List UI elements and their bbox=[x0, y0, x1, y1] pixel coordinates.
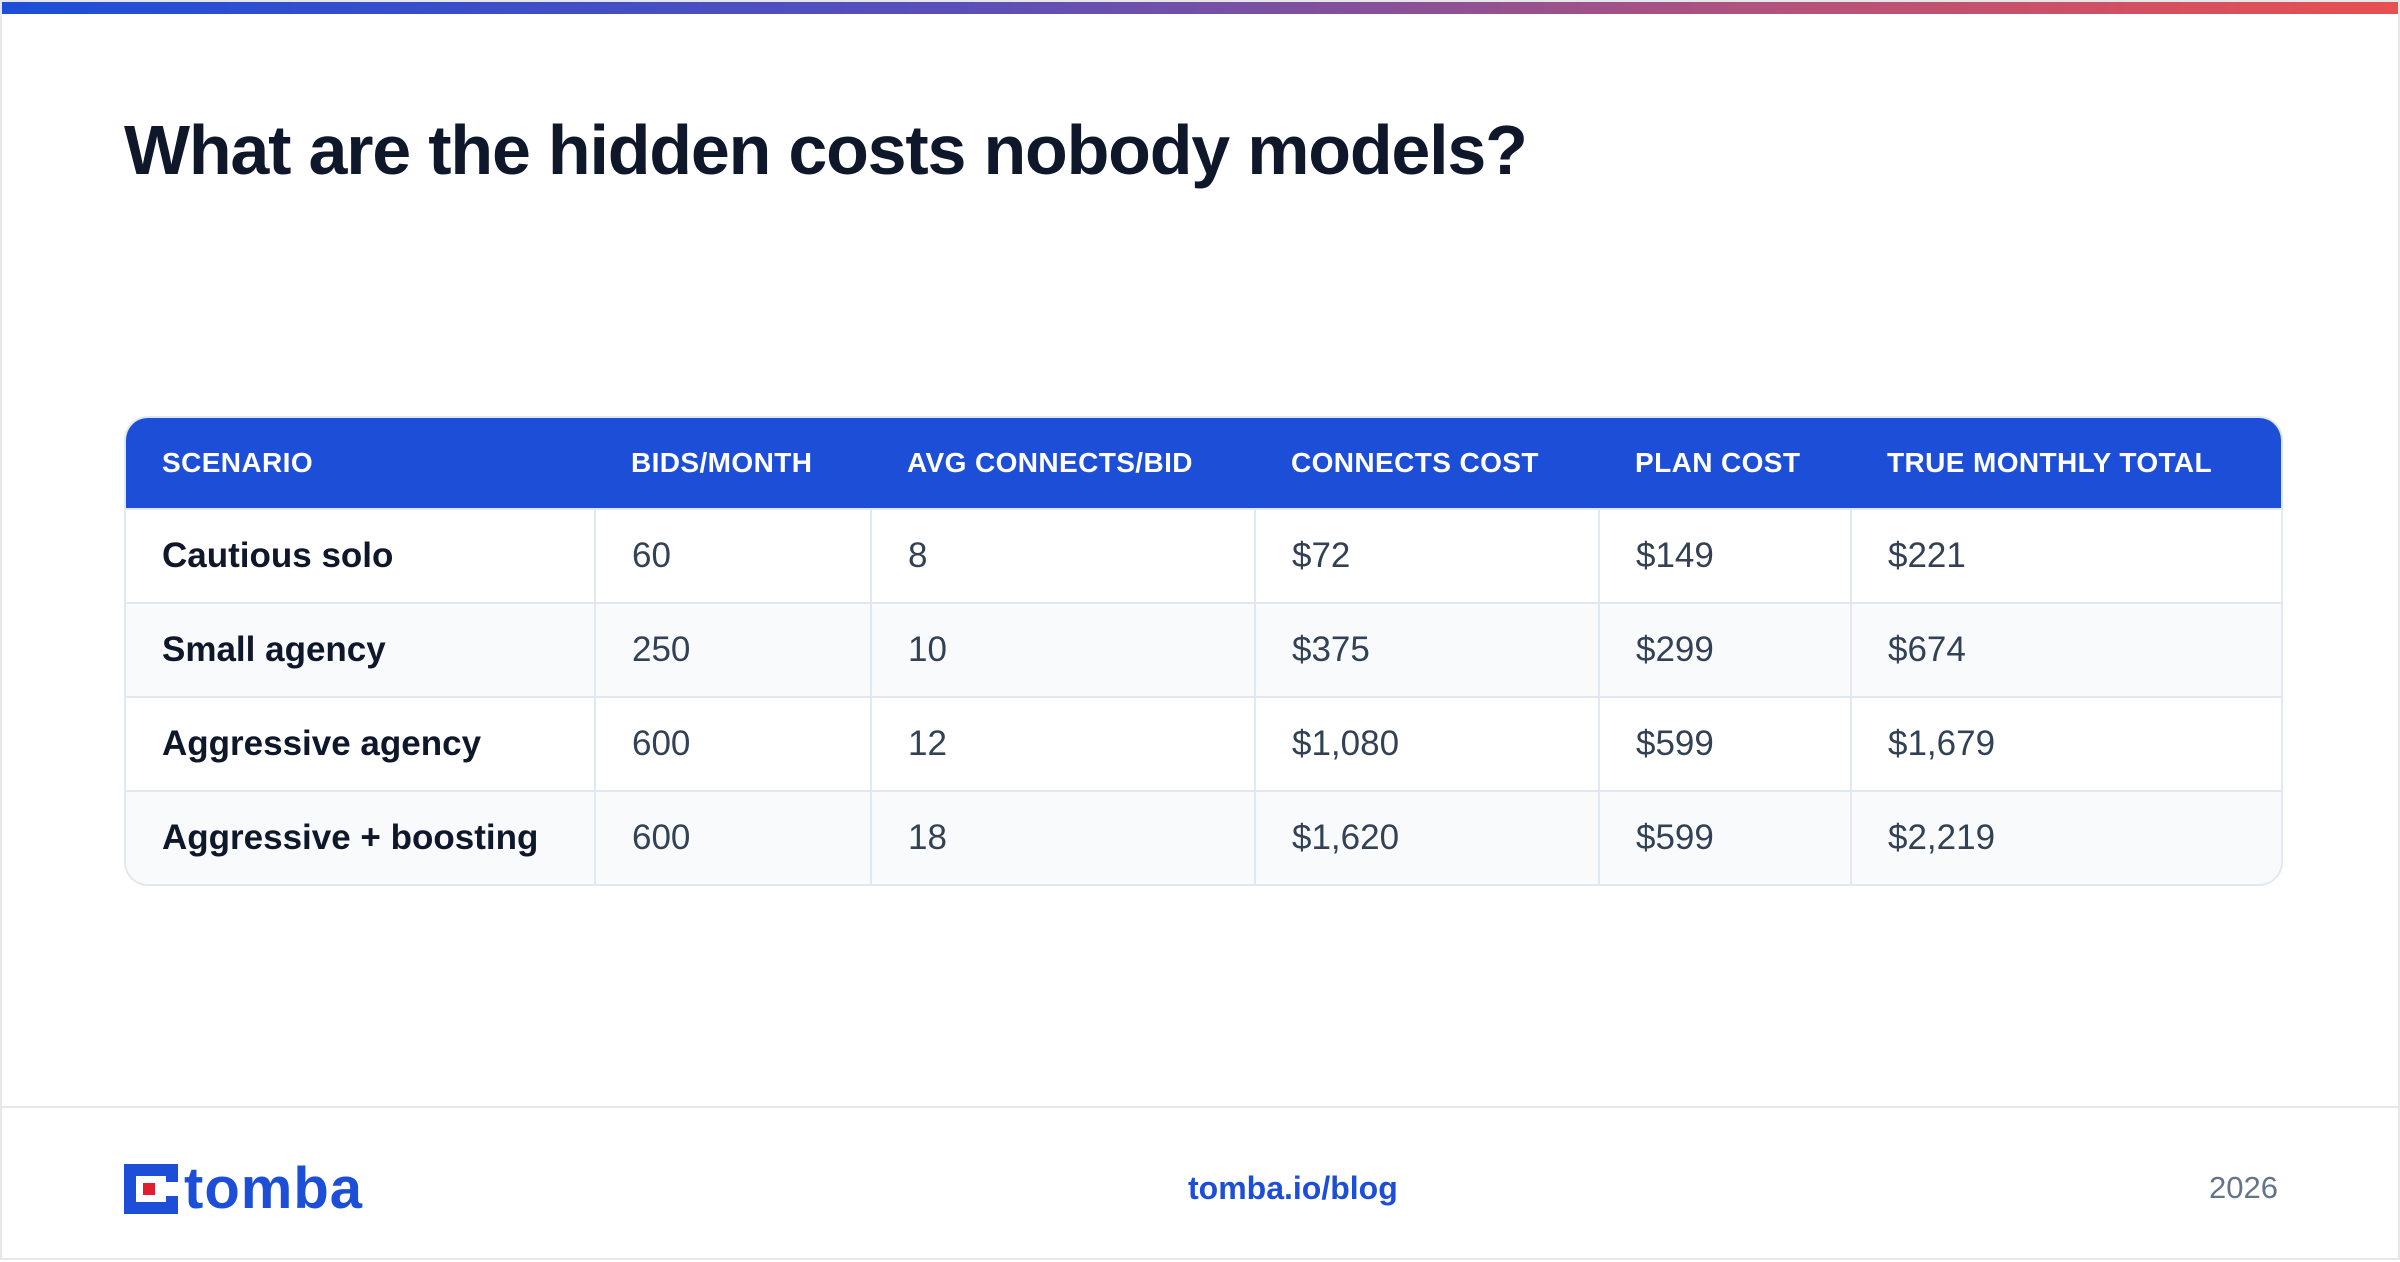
header-scenario: SCENARIO bbox=[162, 447, 313, 478]
cell-true-monthly-total: $1,679 bbox=[1850, 696, 2281, 791]
cell-connects-cost: $1,620 bbox=[1254, 790, 1599, 884]
cell-bids-month: 250 bbox=[594, 602, 871, 697]
cell-bids-month: 600 bbox=[594, 696, 871, 791]
cell-scenario: Small agency bbox=[126, 602, 595, 697]
cell-plan-cost: $149 bbox=[1598, 508, 1851, 603]
logo-text: tomba bbox=[184, 1156, 363, 1221]
tomba-logo[interactable]: tomba bbox=[124, 1160, 363, 1218]
cell-true-monthly-total: $221 bbox=[1850, 508, 2281, 603]
header-plan-cost: PLAN COST bbox=[1635, 447, 1801, 478]
cell-avg-connects-bid: 10 bbox=[870, 602, 1255, 697]
cell-connects-cost: $375 bbox=[1254, 602, 1599, 697]
cell-scenario: Aggressive agency bbox=[126, 696, 595, 791]
header-connects-cost: CONNECTS COST bbox=[1291, 447, 1539, 478]
cell-true-monthly-total: $674 bbox=[1850, 602, 2281, 697]
header-true-monthly-total: TRUE MONTHLY TOTAL bbox=[1887, 447, 2213, 478]
cost-table-container: SCENARIO BIDS/MONTH AVG CONNECTS/BID CON… bbox=[124, 416, 2283, 886]
cell-connects-cost: $1,080 bbox=[1254, 696, 1599, 791]
cell-avg-connects-bid: 18 bbox=[870, 790, 1255, 884]
blog-link[interactable]: tomba.io/blog bbox=[1188, 1170, 1398, 1206]
table-row: Cautious solo 60 8 $72 $149 $221 bbox=[126, 508, 2281, 603]
table-row: Aggressive agency 600 12 $1,080 $599 $1,… bbox=[126, 696, 2281, 791]
cell-plan-cost: $599 bbox=[1598, 696, 1851, 791]
table-row: Aggressive + boosting 600 18 $1,620 $599… bbox=[126, 790, 2281, 884]
table-header-row: SCENARIO BIDS/MONTH AVG CONNECTS/BID CON… bbox=[126, 418, 2281, 509]
cell-connects-cost: $72 bbox=[1254, 508, 1599, 603]
page-title: What are the hidden costs nobody models? bbox=[124, 111, 1528, 189]
header-avg-connects-bid: AVG CONNECTS/BID bbox=[907, 447, 1193, 478]
cell-bids-month: 60 bbox=[594, 508, 871, 603]
header-bids-month: BIDS/MONTH bbox=[631, 447, 813, 478]
footer-year: 2026 bbox=[2209, 1170, 2278, 1205]
cell-plan-cost: $299 bbox=[1598, 602, 1851, 697]
cell-scenario: Aggressive + boosting bbox=[126, 790, 595, 884]
cell-plan-cost: $599 bbox=[1598, 790, 1851, 884]
footer: tomba tomba.io/blog 2026 bbox=[2, 1106, 2398, 1262]
cell-scenario: Cautious solo bbox=[126, 508, 595, 603]
cell-avg-connects-bid: 8 bbox=[870, 508, 1255, 603]
cost-table: SCENARIO BIDS/MONTH AVG CONNECTS/BID CON… bbox=[126, 418, 2281, 884]
tomba-logo-icon bbox=[124, 1164, 178, 1214]
cell-true-monthly-total: $2,219 bbox=[1850, 790, 2281, 884]
table-row: Small agency 250 10 $375 $299 $674 bbox=[126, 602, 2281, 697]
cell-bids-month: 600 bbox=[594, 790, 871, 884]
cell-avg-connects-bid: 12 bbox=[870, 696, 1255, 791]
top-gradient-bar bbox=[2, 2, 2398, 14]
